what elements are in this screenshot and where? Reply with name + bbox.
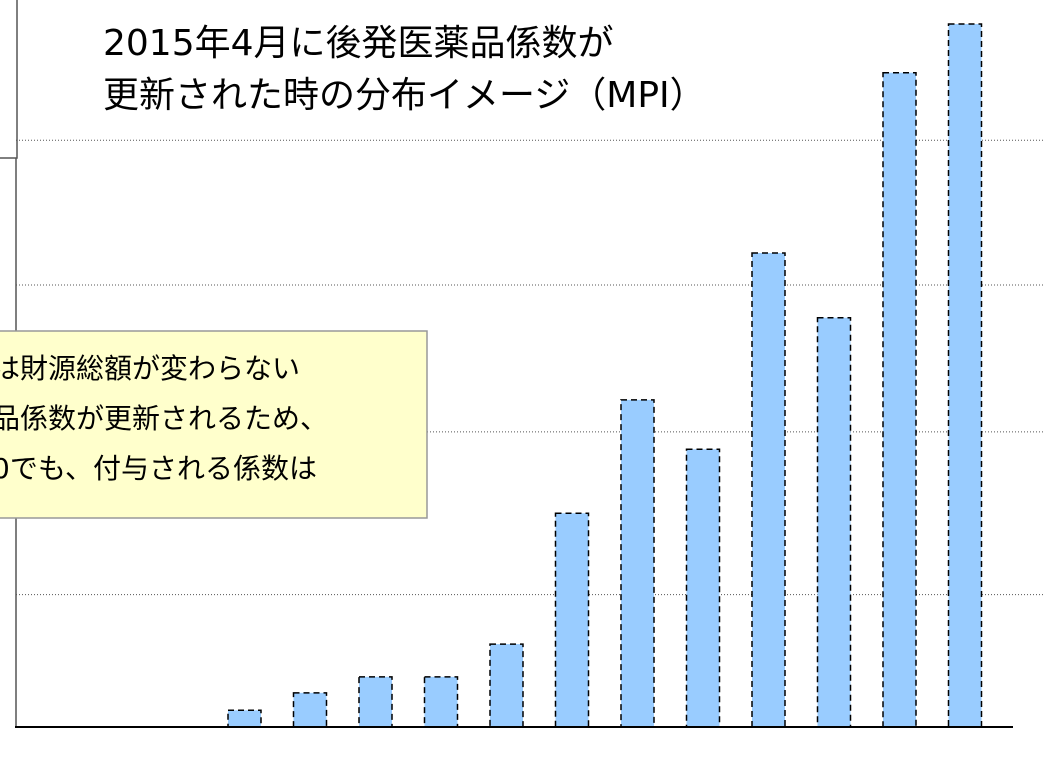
callout-box xyxy=(0,330,428,519)
bar xyxy=(882,71,917,728)
bar xyxy=(816,316,852,728)
side-panel xyxy=(0,0,18,159)
bar xyxy=(947,23,983,728)
bar xyxy=(227,709,262,728)
bar xyxy=(751,252,786,728)
bar xyxy=(489,643,524,728)
chart-title: 2015年4月に後発医薬品係数が xyxy=(103,23,614,64)
bar xyxy=(685,448,721,728)
bar xyxy=(620,399,655,728)
callout-line: は財源総額が変わらない xyxy=(0,352,300,385)
bars xyxy=(227,23,983,728)
callout-line: 品係数が更新されるため、 xyxy=(0,402,328,435)
bar xyxy=(358,676,393,728)
callout-line: 0でも、付与される係数は xyxy=(0,452,317,485)
chart-title: 更新された時の分布イメージ（MPI） xyxy=(103,75,706,116)
bar xyxy=(292,692,328,728)
bar xyxy=(554,512,590,728)
bar xyxy=(423,676,459,728)
